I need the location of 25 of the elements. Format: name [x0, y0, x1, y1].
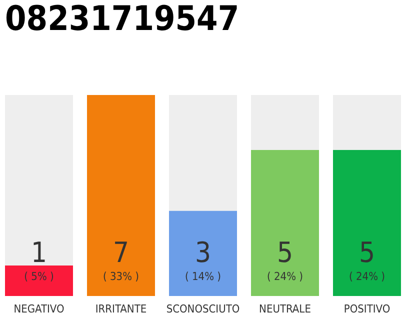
bar — [251, 150, 319, 296]
x-tick-label: SCONOSCIUTO — [166, 302, 240, 316]
bar — [5, 95, 73, 266]
annotation: 3 — [194, 236, 212, 269]
annotation: 5 — [358, 236, 376, 269]
bar — [333, 150, 401, 296]
annotation: 5 — [276, 236, 294, 269]
bar — [169, 210, 237, 296]
bar — [87, 95, 155, 296]
x-tick-label: NEUTRALE — [259, 302, 311, 316]
data-label: ( 33% ) — [102, 270, 140, 283]
bar — [251, 95, 319, 150]
x-tick-label: IRRITANTE — [95, 302, 147, 316]
data-label: ( 14% ) — [184, 270, 222, 283]
x-tick-label: POSITIVO — [344, 302, 390, 316]
annotation: 1 — [30, 236, 48, 269]
bar — [333, 95, 401, 150]
data-label: ( 5% ) — [24, 270, 54, 283]
x-tick-label: NEGATIVO — [14, 302, 64, 316]
data-label: ( 24% ) — [266, 270, 304, 283]
annotation: 7 — [112, 236, 130, 269]
bar — [5, 266, 73, 296]
bar — [169, 95, 237, 211]
data-label: ( 24% ) — [348, 270, 386, 283]
chart-title: 08231719547 — [5, 0, 240, 39]
